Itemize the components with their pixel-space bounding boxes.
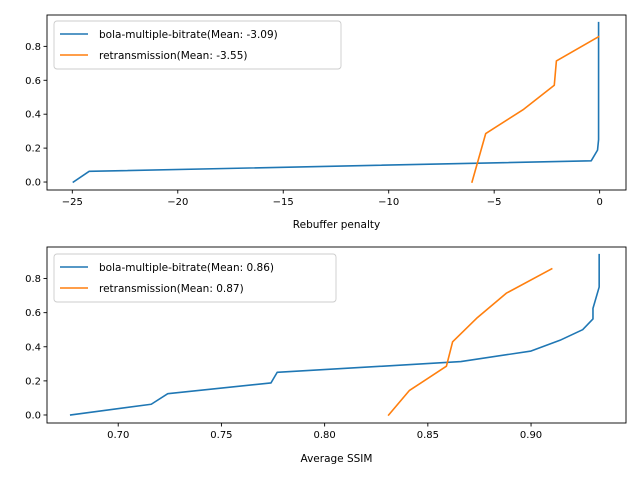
y-axis-ticks: 0.0 0.2 0.4 0.6 0.8 xyxy=(25,274,47,421)
x-axis-label: Rebuffer penalty xyxy=(293,219,380,231)
x-axis-label: Average SSIM xyxy=(301,453,373,465)
legend-frame xyxy=(53,253,337,303)
x-tick-label-0-85: 0.85 xyxy=(417,430,439,441)
axes-frame xyxy=(46,246,627,424)
legend: bola-multiple-bitrate(Mean: -3.09) retra… xyxy=(53,20,342,70)
series-line-retransmission xyxy=(387,267,553,417)
y-tick-label-0-0: 0.0 xyxy=(25,410,41,421)
series-line-retransmission xyxy=(471,35,600,184)
series-line-bola xyxy=(72,21,600,184)
y-tick-label-0-8: 0.8 xyxy=(25,42,41,53)
x-tick-label-25: −25 xyxy=(62,197,83,208)
x-tick-label-20: −20 xyxy=(167,197,188,208)
y-tick-label-0-2: 0.2 xyxy=(25,376,41,387)
y-axis-ticks: 0.0 0.2 0.4 0.6 0.8 xyxy=(25,42,47,189)
x-tick-label-5: −5 xyxy=(487,197,502,208)
y-tick-label-0-4: 0.4 xyxy=(25,110,41,121)
axes-frame xyxy=(46,14,627,191)
series-line-bola xyxy=(69,253,600,416)
x-tick-label-10: −10 xyxy=(378,197,399,208)
rebuffer-penalty-chart: −25 −20 −15 −10 −5 0 0.0 0.2 0.4 0.6 0.8 Rebuffer… xyxy=(25,14,627,231)
x-tick-label-0-90: 0.90 xyxy=(520,430,542,441)
series-lines xyxy=(69,253,600,417)
x-tick-label-0: 0 xyxy=(596,197,602,208)
y-tick-label-0-8: 0.8 xyxy=(25,274,41,285)
x-tick-label-0-75: 0.75 xyxy=(210,430,232,441)
legend-entry-bola: bola-multiple-bitrate(Mean: -3.09) xyxy=(99,29,278,41)
legend-frame xyxy=(53,20,342,70)
x-tick-label-0-80: 0.80 xyxy=(313,430,335,441)
legend-entry-bola: bola-multiple-bitrate(Mean: 0.86) xyxy=(99,262,274,274)
x-axis-ticks: 0.70 0.75 0.80 0.85 0.90 xyxy=(107,423,542,441)
x-tick-label-15: −15 xyxy=(273,197,294,208)
x-tick-label-0-70: 0.70 xyxy=(107,430,129,441)
series-lines xyxy=(72,21,600,184)
x-axis-ticks: −25 −20 −15 −10 −5 0 xyxy=(62,190,603,208)
legend: bola-multiple-bitrate(Mean: 0.86) retran… xyxy=(53,253,337,303)
y-tick-label-0-2: 0.2 xyxy=(25,144,41,155)
y-tick-label-0-6: 0.6 xyxy=(25,308,41,319)
y-tick-label-0-4: 0.4 xyxy=(25,342,41,353)
average-ssim-chart: 0.70 0.75 0.80 0.85 0.90 0.0 0.2 0.4 0.6 0.8 Ave… xyxy=(25,246,627,465)
y-tick-label-0-6: 0.6 xyxy=(25,76,41,87)
y-tick-label-0-0: 0.0 xyxy=(25,178,41,189)
legend-entry-retransmission: retransmission(Mean: 0.87) xyxy=(99,283,244,295)
legend-entry-retransmission: retransmission(Mean: -3.55) xyxy=(99,50,247,62)
